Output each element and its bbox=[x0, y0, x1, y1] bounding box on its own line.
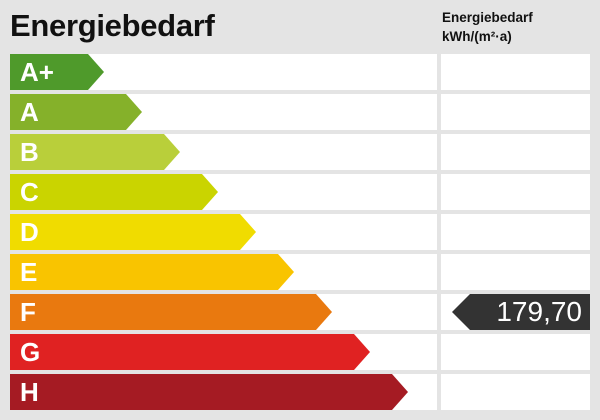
value-indicator: 179,70 bbox=[452, 294, 590, 330]
class-arrow bbox=[10, 334, 371, 370]
page-title: Energiebedarf bbox=[10, 8, 215, 43]
energy-class-row: H bbox=[10, 374, 590, 410]
class-arrow bbox=[10, 134, 181, 170]
class-label: C bbox=[20, 177, 39, 207]
value-indicator-arrow bbox=[452, 294, 590, 330]
energy-class-row: C bbox=[10, 174, 590, 210]
class-label: B bbox=[20, 137, 39, 167]
class-value-cell bbox=[441, 54, 590, 90]
class-arrow bbox=[10, 254, 295, 290]
energy-class-row: G bbox=[10, 334, 590, 370]
energy-class-row: B bbox=[10, 134, 590, 170]
class-arrow bbox=[10, 94, 143, 130]
energy-class-row: A bbox=[10, 94, 590, 130]
class-label: F bbox=[20, 297, 36, 327]
class-arrow bbox=[10, 294, 333, 330]
class-label: G bbox=[20, 337, 41, 367]
class-label: H bbox=[20, 377, 39, 407]
class-arrow bbox=[10, 54, 105, 90]
value-text: 179,70 bbox=[496, 296, 582, 327]
class-value-cell bbox=[441, 174, 590, 210]
class-value-cell bbox=[441, 214, 590, 250]
class-arrow bbox=[10, 214, 257, 250]
class-label: E bbox=[20, 257, 38, 287]
class-label: D bbox=[20, 217, 39, 247]
value-column-header: Energiebedarf kWh/(m²·a) bbox=[442, 8, 533, 46]
class-value-cell bbox=[441, 134, 590, 170]
class-value-cell bbox=[441, 94, 590, 130]
energy-class-row: E bbox=[10, 254, 590, 290]
column-header-title: Energiebedarf bbox=[442, 10, 533, 25]
class-label: A bbox=[20, 97, 39, 127]
energy-class-row: A+ bbox=[10, 54, 590, 90]
class-value-cell bbox=[441, 374, 590, 410]
class-arrow bbox=[10, 174, 219, 210]
energy-class-row: D bbox=[10, 214, 590, 250]
class-arrow bbox=[10, 374, 409, 410]
class-label: A+ bbox=[20, 57, 54, 87]
class-value-cell bbox=[441, 334, 590, 370]
column-header-unit: kWh/(m²·a) bbox=[442, 29, 512, 44]
class-value-cell bbox=[441, 254, 590, 290]
